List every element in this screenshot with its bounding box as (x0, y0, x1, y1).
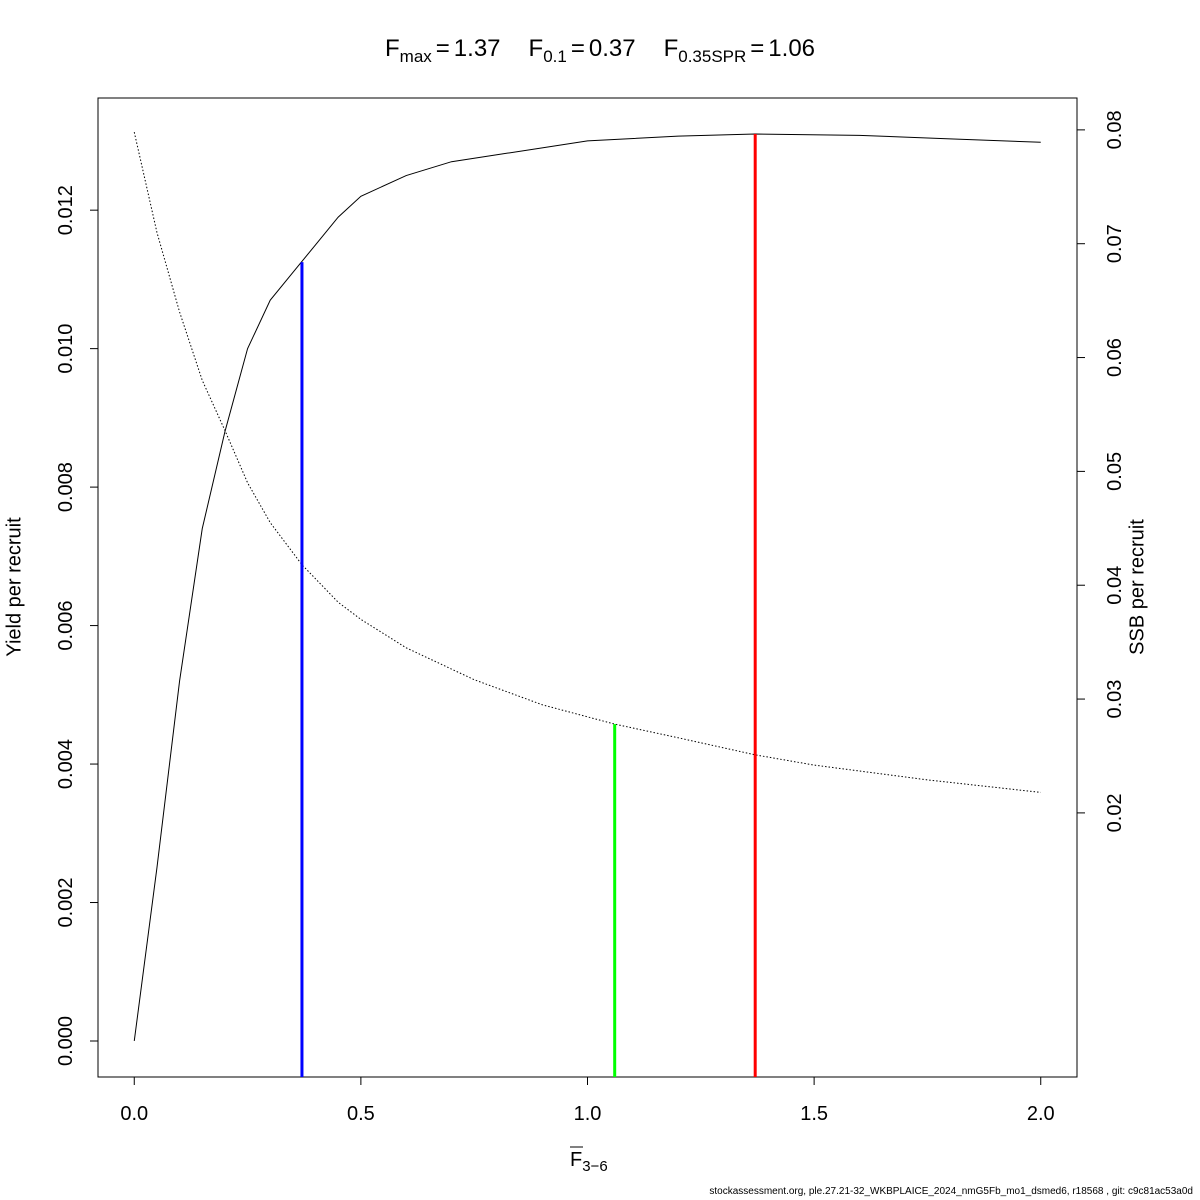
y-tick-label: 0.002 (55, 877, 77, 927)
x-tick-label: 2.0 (1027, 1103, 1055, 1125)
title-symbol: F (385, 35, 400, 62)
x-tick-label: 1.0 (574, 1103, 602, 1125)
plot-frame (97, 97, 1078, 1078)
title-subscript: 0.35SPR (678, 47, 746, 66)
y-tick-label: 0.000 (55, 1016, 77, 1066)
y-tick-label: 0.012 (55, 185, 77, 235)
title-symbol: F (664, 35, 679, 62)
x-axis-label: F3−6 (570, 1149, 608, 1175)
y2-tick-label: 0.02 (1104, 793, 1126, 832)
y2-tick-label: 0.06 (1104, 338, 1126, 377)
x-tick-label: 1.5 (800, 1103, 828, 1125)
title-value: 1.06 (768, 35, 815, 62)
y2-tick-label: 0.08 (1104, 110, 1126, 149)
y-tick-label: 0.004 (55, 739, 77, 789)
title-subscript: max (400, 47, 433, 66)
y-tick-label: 0.010 (55, 324, 77, 374)
title-relation: = (436, 35, 450, 62)
x-label-subscript: 3−6 (582, 1158, 607, 1175)
series-line (133, 133, 1041, 1042)
y-axis-label: Yield per recruit (3, 517, 25, 657)
title-value: 1.37 (454, 35, 501, 62)
title-value: 0.37 (589, 35, 636, 62)
y2-axis-label: SSB per recruit (1126, 519, 1148, 655)
series-line (133, 132, 1041, 793)
x-tick-label: 0.0 (120, 1103, 148, 1125)
title-relation: = (571, 35, 585, 62)
y2-tick-label: 0.07 (1104, 224, 1126, 263)
y2-tick-label: 0.04 (1104, 566, 1126, 605)
footer: stockassessment.org, ple.27.21-32_WKBPLA… (709, 1186, 1193, 1197)
title-subscript: 0.1 (543, 47, 567, 66)
y-tick-label: 0.006 (55, 601, 77, 651)
chart-title: Fmax = 1.37 F0.1 = 0.37 F0.35SPR = 1.06 (385, 35, 815, 66)
title-relation: = (750, 35, 764, 62)
title-symbol: F (529, 35, 544, 62)
x-label-symbol: F (570, 1149, 582, 1171)
x-tick-label: 0.5 (347, 1103, 375, 1125)
y2-tick-label: 0.05 (1104, 452, 1126, 491)
y2-tick-label: 0.03 (1104, 680, 1126, 719)
y-tick-label: 0.008 (55, 462, 77, 512)
